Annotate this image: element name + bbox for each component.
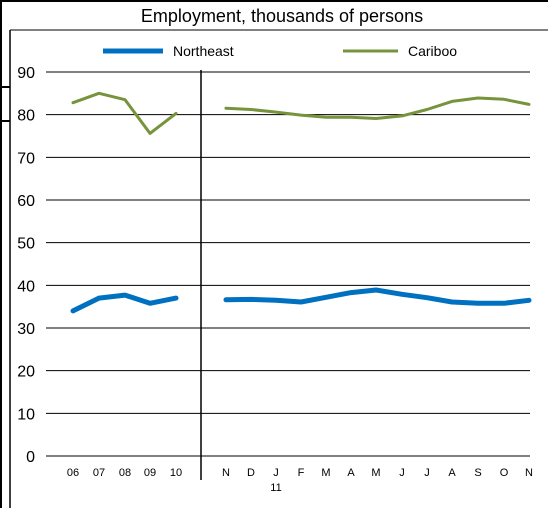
x-tick-label: N <box>525 467 533 479</box>
x-tick-label: O <box>500 467 509 479</box>
x-tick-label: N <box>222 467 230 479</box>
y-tick-label: 30 <box>17 321 35 338</box>
y-tick-label: 80 <box>17 108 35 125</box>
x-tick-label: M <box>371 467 380 479</box>
legend-label-cariboo: Cariboo <box>408 43 457 59</box>
x-tick-label: D <box>247 467 255 479</box>
x-tick-label: 10 <box>170 467 182 479</box>
x-tick-label: 09 <box>144 467 156 479</box>
x-tick-label: M <box>321 467 330 479</box>
x-tick-label: 07 <box>93 467 105 479</box>
y-tick-label: 40 <box>17 278 35 295</box>
x-tick-label: A <box>448 467 456 479</box>
x-tick-label: J <box>424 467 430 479</box>
legend-label-northeast: Northeast <box>173 43 234 59</box>
chart-title: Employment, thousands of persons <box>141 6 423 26</box>
y-tick-label: 0 <box>26 449 35 466</box>
x-tick-label: F <box>298 467 305 479</box>
series-line-northeast-segment-1 <box>70 292 179 314</box>
series-line-cariboo-segment-1 <box>71 91 178 135</box>
x-tick-label: A <box>347 467 355 479</box>
series-line-cariboo-segment-2 <box>224 96 531 120</box>
x-tick-label: 08 <box>119 467 131 479</box>
y-tick-label: 10 <box>17 406 35 423</box>
x-tick-label: J <box>273 467 279 479</box>
series-line-northeast-segment-2 <box>223 287 532 306</box>
y-tick-label: 60 <box>17 193 35 210</box>
x-tick-label: J <box>399 467 405 479</box>
y-tick-label: 70 <box>17 150 35 167</box>
y-tick-label: 50 <box>17 236 35 253</box>
x-tick-label: 06 <box>67 467 79 479</box>
x-year-label: 11 <box>270 482 281 494</box>
y-tick-label: 20 <box>17 364 35 381</box>
x-tick-label: S <box>474 467 481 479</box>
y-tick-label: 90 <box>17 65 35 82</box>
